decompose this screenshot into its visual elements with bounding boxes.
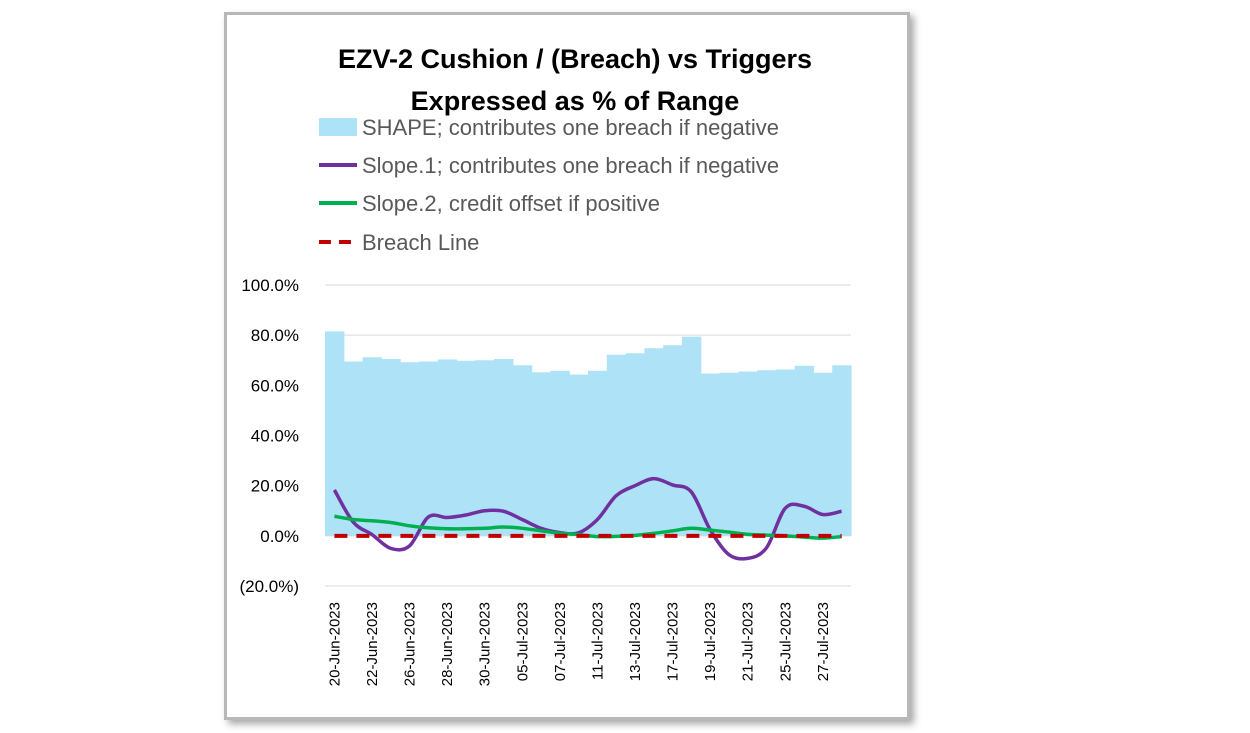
chart-frame: EZV-2 Cushion / (Breach) vs Triggers Exp… [224, 12, 910, 720]
shape-area-bar [418, 361, 439, 536]
y-tick-label: 0.0% [260, 527, 299, 546]
x-tick-label: 27-Jul-2023 [815, 602, 832, 681]
legend-label-1: Slope.1; contributes one breach if negat… [362, 153, 779, 178]
shape-area-bar [588, 370, 608, 536]
x-tick-label: 13-Jul-2023 [627, 602, 644, 681]
x-tick-label: 07-Jul-2023 [552, 602, 569, 681]
shape-area-bar [550, 370, 570, 536]
shape-area-bar [456, 360, 476, 536]
shape-area-bar [794, 365, 815, 536]
slope1-line [332, 476, 842, 561]
x-tick-label: 19-Jul-2023 [702, 602, 719, 681]
shape-area-bar [531, 372, 552, 536]
x-tick-label: 20-Jun-2023 [326, 602, 343, 686]
shape-area-bar [738, 371, 758, 536]
y-tick-label: 60.0% [251, 376, 299, 395]
y-tick-label: 40.0% [251, 427, 299, 446]
x-tick-label: 17-Jul-2023 [665, 602, 682, 681]
chart-canvas: EZV-2 Cushion / (Breach) vs Triggers Exp… [239, 44, 852, 686]
shape-area-bar [400, 362, 420, 536]
legend-label-0: SHAPE; contributes one breach if negativ… [362, 115, 779, 140]
y-tick-label: 100.0% [241, 276, 299, 295]
shape-area-bar [644, 348, 664, 536]
shape-area-bar [512, 365, 533, 536]
shape-area-bar [606, 354, 627, 536]
shape-area-bar [775, 369, 796, 536]
shape-area-series [325, 331, 852, 536]
x-tick-label: 21-Jul-2023 [740, 602, 757, 681]
legend-label-3: Breach Line [362, 230, 479, 255]
chart-title-line-2: Expressed as % of Range [411, 86, 740, 116]
x-tick-label: 22-Jun-2023 [364, 602, 381, 686]
shape-area-bar [437, 359, 458, 536]
y-axis: 100.0% 80.0% 60.0% 40.0% 20.0% 0.0% (20.0%) [239, 276, 299, 596]
y-tick-label: (20.0%) [239, 577, 299, 596]
shape-area-bar [494, 358, 514, 536]
shape-area-bar [325, 331, 345, 536]
shape-area-bar [663, 345, 683, 536]
x-tick-label: 28-Jun-2023 [439, 602, 456, 686]
x-tick-label: 05-Jul-2023 [514, 602, 531, 681]
shape-area-bar [700, 373, 721, 536]
chart-title-line-1: EZV-2 Cushion / (Breach) vs Triggers [338, 44, 812, 74]
x-tick-label: 25-Jul-2023 [777, 602, 794, 681]
legend: SHAPE; contributes one breach if negativ… [319, 115, 779, 255]
shape-area-bar [362, 357, 382, 536]
legend-swatch-shape [319, 118, 357, 136]
y-tick-label: 20.0% [251, 477, 299, 496]
legend-label-2: Slope.2, credit offset if positive [362, 191, 660, 216]
x-tick-label: 30-Jun-2023 [477, 602, 494, 686]
shape-area-bar [681, 336, 702, 536]
shape-area-bar [475, 360, 495, 536]
x-tick-label: 11-Jul-2023 [589, 602, 606, 680]
x-tick-label: 26-Jun-2023 [402, 602, 419, 686]
shape-area-bar [625, 353, 645, 536]
shape-area-bar [569, 374, 589, 536]
shape-area-bar [832, 365, 852, 536]
shape-area-bar [381, 358, 401, 536]
y-tick-label: 80.0% [251, 326, 299, 345]
shape-area-bar [813, 372, 833, 536]
x-axis: 20-Jun-2023 22-Jun-2023 26-Jun-2023 28-Jun-… [326, 602, 831, 686]
line-series-layer [332, 476, 842, 561]
shape-area-bar [757, 370, 777, 536]
shape-area-bar [719, 372, 739, 536]
shape-area-bar [343, 361, 364, 536]
